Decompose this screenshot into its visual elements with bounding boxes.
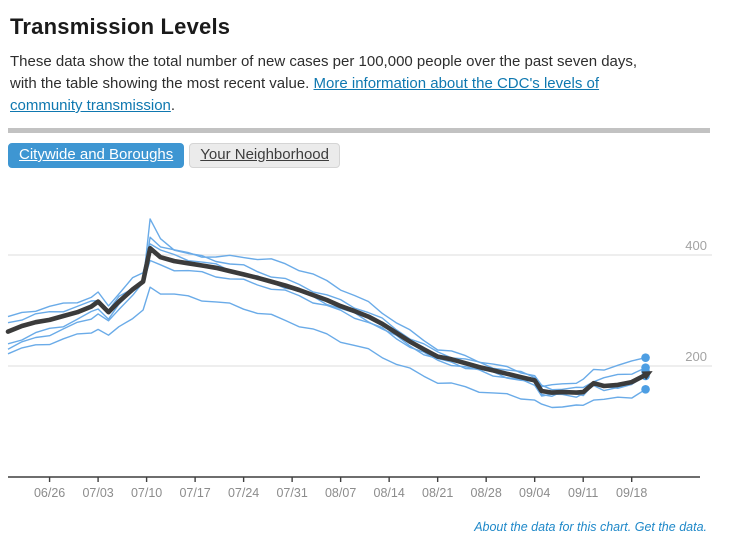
- x-tick-label-06/26: 06/26: [34, 486, 65, 500]
- divider-bar: [8, 128, 710, 133]
- x-tick-label-08/14: 08/14: [374, 486, 405, 500]
- x-tick-label-09/11: 09/11: [568, 486, 598, 500]
- x-tick-label-07/03: 07/03: [82, 486, 113, 500]
- x-tick-label-08/21: 08/21: [422, 486, 453, 500]
- borough-3-line: [7, 243, 647, 398]
- x-tick-label-07/17: 07/17: [179, 486, 210, 500]
- x-tick-label-07/24: 07/24: [228, 486, 259, 500]
- page-title: Transmission Levels: [10, 14, 231, 39]
- borough-5-endpoint-dot: [641, 385, 650, 394]
- description-text: These data show the total number of new …: [10, 53, 638, 92]
- description: These data show the total number of new …: [10, 51, 658, 117]
- cdc-transmission-levels-link[interactable]: More information about the CDC's levels …: [10, 75, 600, 114]
- description-period: .: [170, 97, 176, 114]
- tab-citywide-and-boroughs[interactable]: Citywide and Boroughs: [8, 143, 185, 168]
- tab-your-neighborhood[interactable]: Your Neighborhood: [189, 143, 340, 168]
- borough-2-line: [7, 236, 646, 391]
- citywide-line: [5, 245, 648, 395]
- get-data-link[interactable]: Get the data.: [634, 520, 707, 534]
- borough-1-endpoint-dot: [641, 353, 650, 362]
- x-tick-label-07/31: 07/31: [276, 486, 307, 500]
- citywide-end-arrow: [641, 371, 653, 381]
- y-tick-label-200: 200: [685, 349, 707, 364]
- transmission-levels-chart: 200 400 06/26 07/03 07/10 07/17 07/24 07/31 08/0…: [5, 218, 712, 500]
- x-tick-label-07/10: 07/10: [131, 486, 162, 500]
- x-tick-label-09/04: 09/04: [519, 486, 550, 500]
- x-tick-label-09/18: 09/18: [616, 486, 647, 500]
- y-tick-label-400: 400: [685, 238, 707, 253]
- borough-1-line: [7, 218, 646, 388]
- view-tabs: Citywide and Boroughs Your Neighborhood: [8, 143, 738, 168]
- x-tick-label-08/07: 08/07: [325, 486, 356, 500]
- chart-footer: About the data for this chart. Get the d…: [474, 520, 707, 534]
- about-data-link[interactable]: About the data for this chart.: [474, 520, 632, 534]
- x-tick-label-08/28: 08/28: [471, 486, 502, 500]
- transmission-levels-page: Transmission Levels These data show the …: [0, 14, 738, 534]
- borough-5-line: [7, 286, 646, 409]
